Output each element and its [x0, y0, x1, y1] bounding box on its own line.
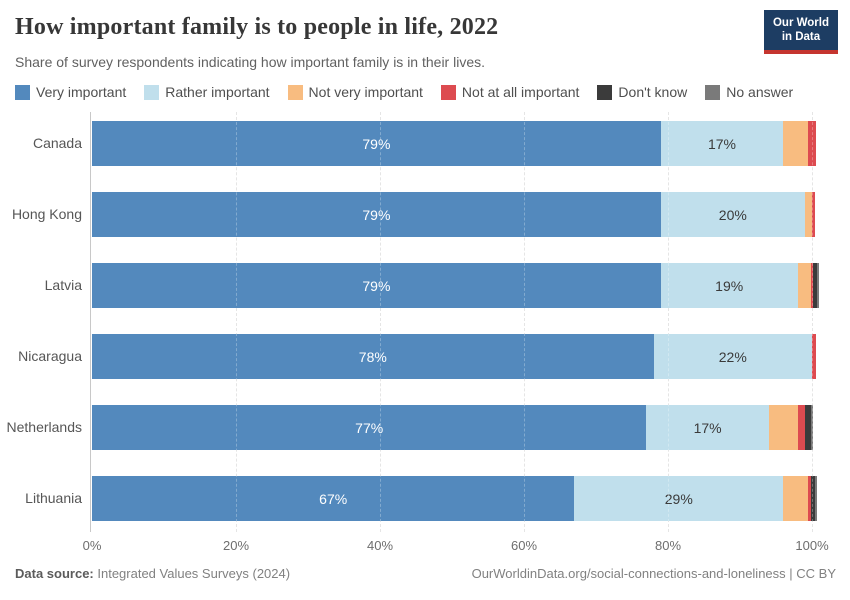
plot-area: 79% 17% 79% 20% 79% 19% 78% 22% 77% 17% 67% 29% — [90, 112, 820, 532]
bar-row-canada: 79% 17% — [92, 121, 817, 166]
bar-segment-no-answer[interactable] — [810, 405, 814, 450]
legend-swatch — [440, 84, 456, 100]
bar-row-latvia: 79% 19% — [92, 263, 820, 308]
legend-label: Not at all important — [461, 84, 580, 100]
legend-swatch — [597, 84, 613, 100]
chart-subtitle: Share of survey respondents indicating h… — [15, 54, 485, 70]
legend-label: Don't know — [618, 84, 688, 100]
bar-row-netherlands: 77% 17% — [92, 405, 814, 450]
legend-swatch — [144, 84, 160, 100]
bar-segment-don-t-know[interactable] — [804, 405, 811, 450]
owid-logo-line1: Our World — [772, 17, 829, 29]
bar-row-hong-kong: 79% 20% — [92, 192, 815, 237]
bar-segment-very-important[interactable]: 79% — [92, 263, 661, 308]
bar-segment-not-at-all-important[interactable] — [811, 334, 817, 379]
bar-segment-no-answer[interactable] — [814, 476, 817, 521]
bar-value-label: 67% — [319, 490, 348, 507]
legend-item-very-important[interactable]: Very important — [15, 84, 126, 100]
bar-segment-rather-important[interactable]: 19% — [660, 263, 798, 308]
bar-value-label: 79% — [362, 206, 391, 223]
bar-segment-very-important[interactable]: 67% — [92, 476, 575, 521]
x-tick-label-60: 60% — [510, 538, 538, 553]
bar-segment-very-important[interactable]: 77% — [92, 405, 647, 450]
bar-row-nicaragua: 78% 22% — [92, 334, 817, 379]
category-label-netherlands[interactable]: Netherlands — [6, 419, 83, 435]
legend-label: Not very important — [308, 84, 423, 100]
legend-swatch — [705, 84, 721, 100]
bar-segment-not-at-all-important[interactable] — [807, 476, 812, 521]
bar-segment-rather-important[interactable]: 20% — [660, 192, 805, 237]
y-axis-line — [90, 112, 91, 532]
legend-label: Rather important — [165, 84, 270, 100]
chart-footer: Data source: Integrated Values Surveys (… — [15, 566, 836, 581]
bar-segment-no-answer[interactable] — [817, 263, 820, 308]
bar-value-label: 79% — [362, 135, 391, 152]
bar-segment-not-very-important[interactable] — [783, 121, 808, 166]
bar-segment-very-important[interactable]: 78% — [92, 334, 654, 379]
bar-segment-rather-important[interactable]: 29% — [574, 476, 784, 521]
legend-swatch — [15, 84, 30, 100]
bar-segment-rather-important[interactable]: 17% — [646, 405, 769, 450]
legend-item-rather-important[interactable]: Rather important — [144, 84, 270, 100]
bar-value-label: 79% — [362, 277, 391, 294]
bar-segment-not-at-all-important[interactable] — [807, 121, 817, 166]
bar-value-label: 19% — [715, 277, 744, 294]
legend: Very important Rather important Not very i… — [15, 84, 835, 100]
legend-swatch — [287, 84, 303, 100]
category-label-nicaragua[interactable]: Nicaragua — [18, 348, 82, 364]
legend-item-don-t-know[interactable]: Don't know — [597, 84, 687, 100]
x-tick-label-40: 40% — [366, 538, 394, 553]
x-tick-label-80: 80% — [654, 538, 682, 553]
category-label-hong-kong[interactable]: Hong Kong — [11, 206, 82, 222]
owid-logo[interactable]: Our World in Data — [763, 10, 838, 54]
bar-value-label: 22% — [718, 348, 747, 365]
bar-segment-not-at-all-important[interactable] — [797, 405, 805, 450]
legend-label: No answer — [726, 84, 794, 100]
bar-segment-not-very-important[interactable] — [768, 405, 798, 450]
bar-segment-very-important[interactable]: 79% — [92, 121, 661, 166]
bar-value-label: 17% — [693, 419, 722, 436]
bar-segment-rather-important[interactable]: 22% — [653, 334, 812, 379]
bar-segment-don-t-know[interactable] — [812, 263, 818, 308]
legend-item-not-very-important[interactable]: Not very important — [287, 84, 423, 100]
gridline-40 — [380, 112, 381, 532]
bar-segment-not-very-important[interactable] — [797, 263, 811, 308]
data-source-label: Data source: — [15, 566, 94, 581]
legend-label: Very important — [36, 84, 127, 100]
category-label-canada[interactable]: Canada — [32, 135, 82, 151]
page-title: How important family is to people in lif… — [15, 14, 499, 40]
gridline-60 — [524, 112, 525, 532]
category-label-latvia[interactable]: Latvia — [44, 277, 82, 293]
bar-row-lithuania: 67% 29% — [92, 476, 817, 521]
x-tick-label-0: 0% — [82, 538, 102, 553]
gridline-100 — [812, 112, 813, 532]
legend-item-not-at-all-important[interactable]: Not at all important — [440, 84, 580, 100]
bar-value-label: 17% — [707, 135, 736, 152]
bar-segment-very-important[interactable]: 79% — [92, 192, 661, 237]
legend-item-no-answer[interactable]: No answer — [705, 84, 793, 100]
bar-value-label: 29% — [664, 490, 693, 507]
x-tick-label-20: 20% — [222, 538, 250, 553]
bar-segment-rather-important[interactable]: 17% — [660, 121, 784, 166]
credit-link[interactable]: OurWorldinData.org/social-connections-an… — [471, 566, 836, 581]
data-source-value: Integrated Values Surveys (2024) — [93, 566, 291, 581]
bar-value-label: 78% — [358, 348, 387, 365]
bar-segment-not-very-important[interactable] — [783, 476, 808, 521]
bar-value-label: 20% — [718, 206, 747, 223]
bar-value-label: 77% — [355, 419, 384, 436]
x-tick-label-100: 100% — [795, 538, 829, 553]
bar-segment-not-at-all-important[interactable] — [811, 192, 815, 237]
bar-segment-not-very-important[interactable] — [804, 192, 812, 237]
bar-segment-not-at-all-important[interactable] — [810, 263, 813, 308]
owid-logo-line2: in Data — [781, 31, 821, 44]
category-label-lithuania[interactable]: Lithuania — [25, 490, 82, 506]
gridline-80 — [668, 112, 669, 532]
data-source-note: Data source: Integrated Values Surveys (… — [15, 566, 290, 581]
bar-segment-don-t-know[interactable] — [811, 476, 815, 521]
gridline-20 — [236, 112, 237, 532]
